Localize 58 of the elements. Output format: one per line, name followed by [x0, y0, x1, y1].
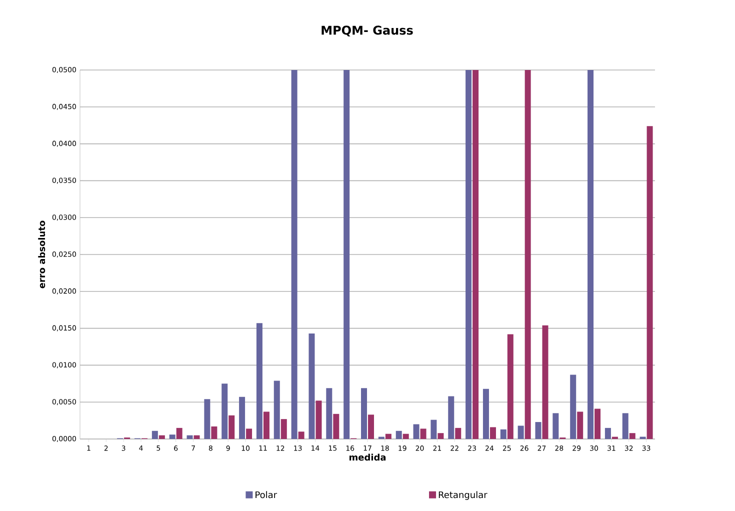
bar [552, 413, 559, 439]
bar [246, 428, 252, 439]
chart-title: MPQM- Gauss [322, 26, 413, 36]
bar [466, 70, 472, 439]
bar [448, 396, 454, 439]
bar [482, 388, 489, 439]
x-axis-title: medida [349, 454, 386, 461]
bar [594, 408, 601, 439]
bar [274, 380, 280, 439]
bar [472, 70, 479, 439]
bar [186, 435, 193, 439]
bar [420, 428, 426, 439]
bar [646, 126, 653, 439]
bar [291, 70, 298, 439]
bar [152, 430, 158, 439]
bar [577, 412, 584, 439]
bar [500, 429, 506, 439]
bar [228, 415, 235, 439]
bar [430, 420, 437, 439]
bar [280, 419, 287, 439]
bar [542, 325, 548, 439]
bar [194, 435, 200, 439]
bar [308, 333, 315, 439]
bar [570, 374, 576, 439]
bar [438, 433, 444, 439]
bar [298, 432, 304, 439]
bar [263, 412, 270, 439]
bar [535, 422, 542, 439]
y-axis-title: erro absoluto [38, 220, 46, 288]
bar [344, 70, 350, 439]
bar [396, 430, 402, 439]
bar [256, 323, 262, 439]
bar [622, 413, 628, 439]
bar [518, 426, 524, 439]
bar [629, 433, 636, 439]
bar [176, 428, 182, 439]
bar [455, 428, 462, 439]
bar [385, 434, 392, 439]
bar [239, 396, 246, 439]
bar [204, 399, 210, 439]
bar [413, 424, 420, 439]
legend-label: Retangular [438, 491, 488, 500]
bar [524, 70, 531, 439]
bar [361, 388, 368, 439]
bar [490, 427, 496, 439]
bar [402, 434, 409, 439]
bar [588, 70, 594, 439]
bar [368, 414, 374, 439]
bar [211, 426, 218, 439]
bar [604, 428, 611, 439]
bar [222, 384, 228, 439]
bar [326, 388, 332, 439]
bar [316, 400, 322, 439]
bar [158, 435, 165, 439]
bar [333, 414, 340, 439]
bar [507, 334, 514, 439]
legend-label: Polar [256, 491, 278, 498]
bar [169, 434, 176, 439]
